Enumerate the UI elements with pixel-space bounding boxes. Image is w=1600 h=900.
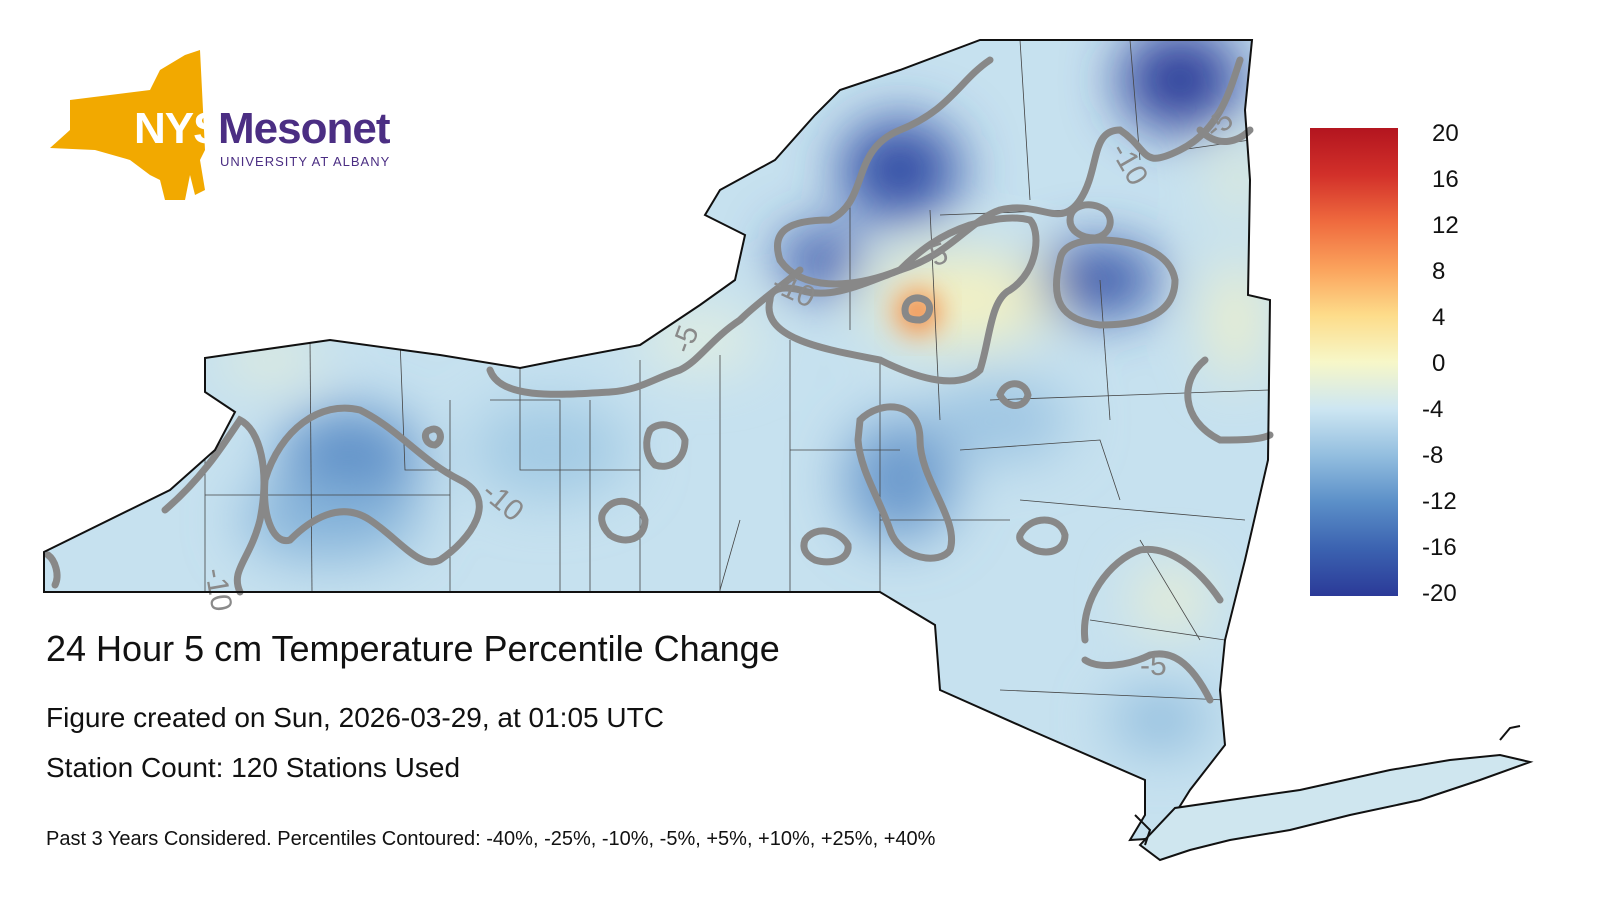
logo-state-icon	[50, 50, 205, 200]
logo-university-text: UNIVERSITY AT ALBANY	[220, 154, 391, 169]
colorbar-tick: -20	[1422, 580, 1457, 607]
created-text: Figure created on Sun, 2026-03-29, at 01…	[46, 702, 664, 733]
colorbar-tick: 0	[1432, 350, 1446, 377]
nys-mesonet-logo: NYS Mesonet UNIVERSITY AT ALBANY	[48, 48, 408, 208]
county-lines	[204, 40, 1270, 701]
contour-label-7: -10	[198, 565, 238, 613]
contour-lines	[44, 56, 1274, 704]
colorbar-tick: 12	[1432, 212, 1459, 239]
colorbar-tick: -4	[1422, 396, 1444, 423]
colorbar-tick: -16	[1422, 534, 1457, 561]
long-island	[1134, 725, 1534, 862]
logo-mesonet-text: Mesonet	[218, 104, 390, 153]
footer-text: Past 3 Years Considered. Percentiles Con…	[46, 828, 936, 850]
colorbar-tick: 8	[1432, 258, 1446, 285]
colorbar-tick: -12	[1422, 488, 1457, 515]
colorbar-tick: 16	[1432, 166, 1459, 193]
page-title: 24 Hour 5 cm Temperature Percentile Chan…	[46, 628, 780, 669]
colorbar-tick: 4	[1432, 304, 1446, 331]
station-count-text: Station Count: 120 Stations Used	[46, 752, 461, 783]
contour-label-6: -5	[1140, 649, 1167, 682]
colorbar-tick: -8	[1422, 442, 1444, 469]
logo-nys-text: NYS	[134, 104, 222, 153]
colorbar-tick: 20	[1432, 120, 1459, 147]
colorbar	[1310, 128, 1398, 596]
